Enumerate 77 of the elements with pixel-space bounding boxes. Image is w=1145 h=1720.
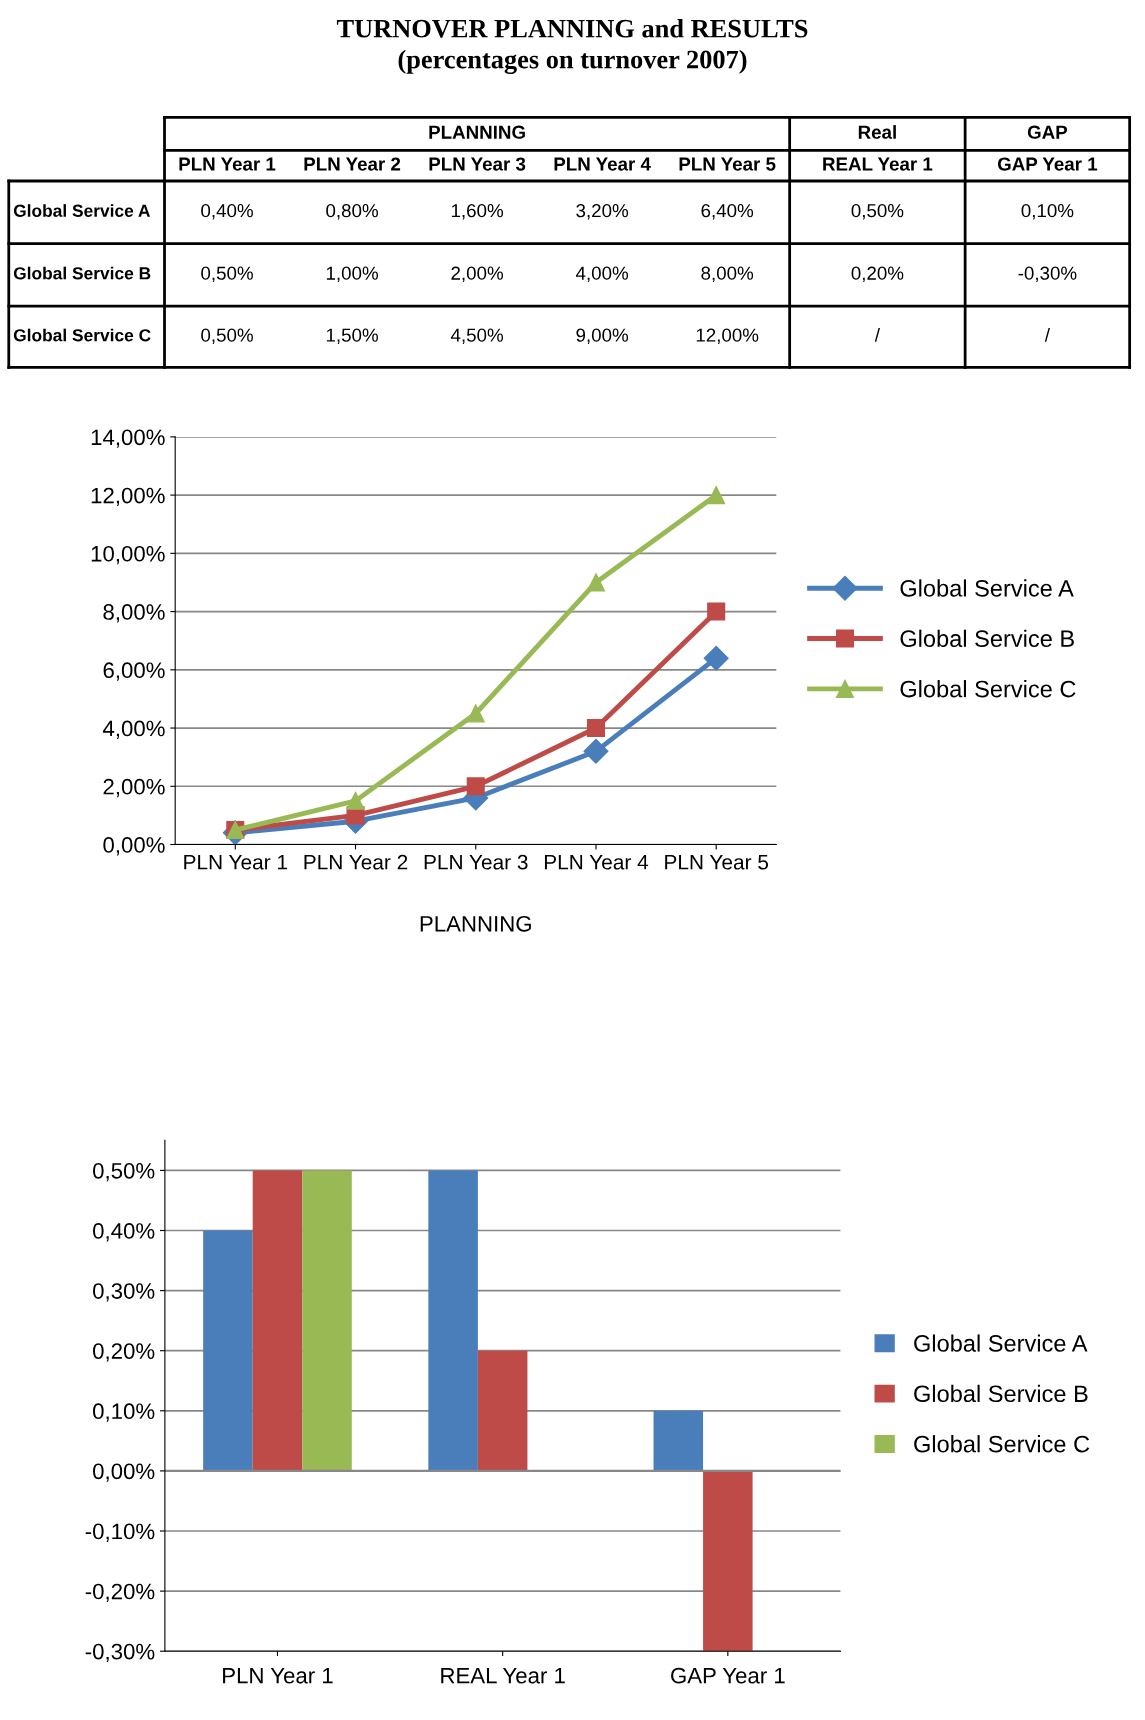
data-label: 8,00% (701, 266, 754, 283)
data-label: 0,50% (201, 328, 253, 345)
data-label: 0,50% (201, 266, 253, 283)
data-label: 1,50% (326, 328, 378, 345)
y-tick-label: 2,00% (103, 778, 165, 798)
point (707, 602, 726, 621)
x-tick-label: PLN Year 5 (665, 855, 769, 870)
y-tick-label: -0,30% (85, 1643, 155, 1663)
y-tick-label: 0,00% (93, 1463, 155, 1482)
text: 0,20% (851, 266, 904, 283)
point (703, 645, 729, 671)
text: 0,50% (851, 204, 904, 220)
x-tick-label: PLN Year 2 (304, 854, 408, 870)
data-label: 1,60% (451, 204, 503, 220)
point (707, 486, 726, 505)
y-tick-label: -0,20% (85, 1583, 155, 1602)
point (583, 738, 609, 764)
y-tick-label: 0,10% (93, 1403, 155, 1422)
y-tick-label: 6,00% (103, 662, 165, 681)
category-label: PLN Year 5 (679, 157, 776, 171)
point (466, 777, 485, 796)
category-label: PLN Year 3 (429, 157, 526, 171)
x-tick-label: PLN Year 4 (544, 855, 649, 870)
y-tick-label: -0,10% (85, 1523, 155, 1542)
data-label: 3,20% (576, 204, 629, 220)
data-label: 12,00% (696, 328, 759, 345)
chart-subtitle: (percentages on turnover 2007) (398, 49, 747, 74)
y-tick-label: 8,00% (103, 604, 165, 623)
legend-label: Global Service C (900, 680, 1076, 698)
legend-label: Global Service A (914, 1334, 1088, 1352)
data-label: 4,00% (575, 266, 629, 283)
text: / (874, 328, 880, 342)
y-tick-label: 0,50% (93, 1162, 155, 1182)
category-label: PLN Year 1 (179, 157, 276, 171)
y-tick-label: 0,30% (93, 1283, 155, 1302)
y-tick-label: 0,00% (103, 837, 165, 856)
text: Global Service C (13, 328, 151, 342)
x-axis-title: PLANNING (420, 915, 531, 932)
point (586, 573, 606, 592)
x-tick-label: PLN Year 1 (184, 855, 287, 870)
category-label: REAL Year 1 (823, 157, 933, 171)
x-tick-label: GAP Year 1 (671, 1667, 785, 1684)
data-label: 2,00% (451, 266, 503, 283)
x-tick-label: REAL Year 1 (441, 1667, 565, 1684)
data-label: 0,40% (201, 204, 253, 220)
text: -0,30% (1018, 266, 1077, 283)
data-label: 1,00% (326, 266, 378, 283)
text: Global Service B (13, 266, 151, 280)
y-tick-label: 12,00% (91, 487, 165, 507)
text: GAP (1027, 125, 1068, 139)
y-tick-label: 4,00% (102, 720, 165, 739)
text: Global Service A (13, 204, 151, 217)
legend-label: Global Service A (900, 579, 1074, 597)
category-label: GAP Year 1 (997, 157, 1098, 171)
data-label: 6,40% (701, 204, 754, 220)
legend-label: Global Service C (914, 1435, 1090, 1453)
legend-label: Global Service B (900, 629, 1074, 648)
category-label: PLN Year 2 (304, 157, 401, 171)
point (466, 704, 485, 723)
point (346, 791, 365, 810)
text: Real (858, 125, 896, 139)
text: / (1044, 328, 1050, 342)
data-label: 4,50% (450, 328, 503, 345)
y-tick-label: 10,00% (91, 545, 165, 565)
data-label: 0,80% (326, 204, 378, 220)
point (586, 719, 606, 738)
legend-label: Global Service B (914, 1384, 1088, 1403)
x-tick-label: PLN Year 1 (223, 1667, 333, 1684)
x-tick-label: PLN Year 3 (424, 854, 528, 870)
text: PLANNING (429, 125, 525, 139)
y-tick-label: 0,20% (93, 1343, 155, 1362)
y-tick-label: 0,40% (93, 1223, 155, 1242)
category-label: PLN Year 4 (554, 157, 651, 171)
chart-title: TURNOVER PLANNING and RESULTS (336, 18, 808, 38)
data-label: 9,00% (576, 328, 629, 345)
text: 0,10% (1021, 204, 1074, 220)
y-tick-label: 14,00% (91, 429, 165, 448)
